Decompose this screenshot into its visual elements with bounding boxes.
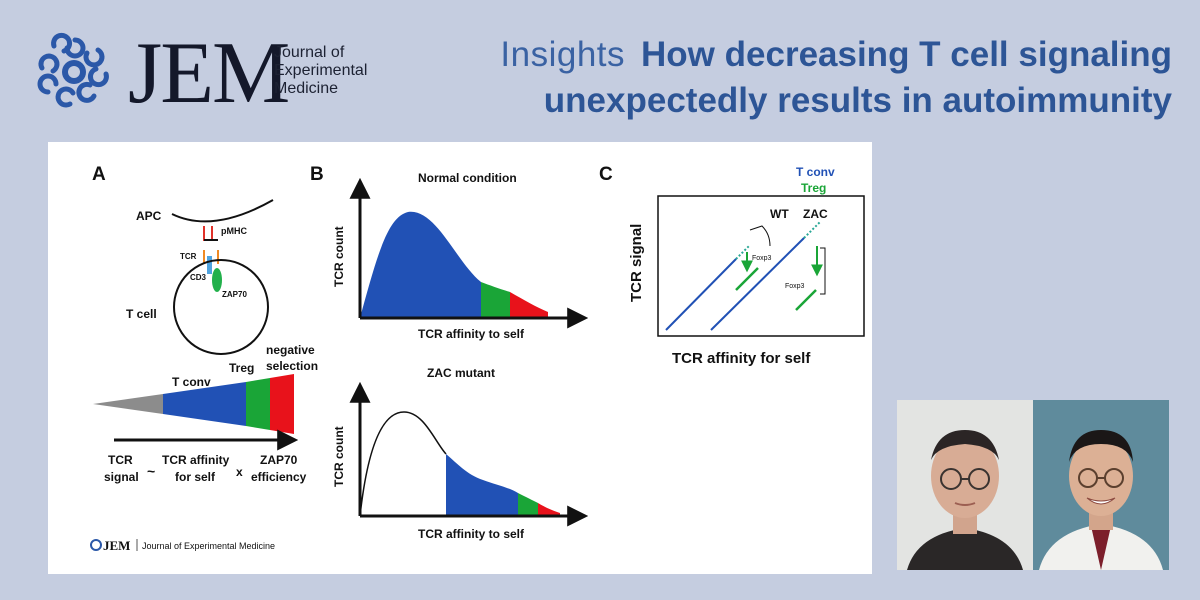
cd3-shape	[207, 256, 212, 274]
affinity-line1: TCR affinity	[162, 453, 230, 467]
zac-label: ZAC	[803, 207, 828, 221]
zac-curve-green	[518, 493, 538, 516]
author-portrait-2	[1033, 400, 1169, 570]
wt-foxp3-label: Foxp3	[752, 255, 772, 262]
zac-tconv-dotted	[803, 221, 821, 239]
footer-journal: Journal of Experimental Medicine	[142, 541, 275, 551]
zac-ylabel: TCR count	[332, 426, 346, 487]
panel-c: C T conv Treg WT ZAC Foxp3 Foxp3 TCR sig…	[599, 164, 865, 367]
wt-tconv-dotted	[735, 244, 751, 260]
panel-c-letter: C	[599, 164, 613, 185]
author-photo-2	[1033, 400, 1169, 570]
negative-selection-line2: selection	[266, 359, 318, 373]
panel-c-frame	[657, 195, 865, 337]
normal-curve-green	[481, 282, 510, 318]
pmhc-label: pMHC	[221, 226, 247, 236]
affinity-line2: for self	[175, 470, 216, 484]
figure-graphic: A APC pMHC TCR CD3 ZAP70 T cell T conv T…	[90, 164, 865, 553]
normal-title: Normal condition	[418, 171, 517, 185]
wedge-blue	[163, 382, 246, 426]
figure-footer: JEM Journal of Experimental Medicine	[90, 538, 275, 553]
panel-b-letter: B	[310, 164, 324, 185]
zap70-label: ZAP70	[222, 290, 247, 299]
zac-bracket	[820, 247, 826, 295]
journal-name-line2: Experimental	[274, 62, 368, 79]
journal-name: Journal of Experimental Medicine	[274, 44, 367, 98]
figure: A APC pMHC TCR CD3 ZAP70 T cell T conv T…	[48, 142, 872, 574]
wt-label: WT	[770, 207, 789, 221]
legend-treg: Treg	[801, 181, 826, 195]
panel-b: B Normal condition TCR count TCR affinit…	[310, 164, 589, 541]
panel-a: A APC pMHC TCR CD3 ZAP70 T cell T conv T…	[92, 164, 318, 484]
headline-line1: How decreasing T cell signaling	[641, 35, 1172, 74]
zac-curve-blue	[446, 454, 518, 516]
journal-name-line3: Medicine	[274, 80, 339, 97]
author-photo-1	[897, 400, 1033, 570]
normal-curve-red	[510, 292, 548, 318]
tconv-label: T conv	[172, 375, 211, 389]
section-label: Insights	[500, 35, 626, 74]
zac-curve-red	[538, 503, 560, 516]
panel-c-xlabel: TCR affinity for self	[672, 350, 811, 367]
jem-wordmark: JEM	[128, 25, 290, 122]
zap-efficiency-line2: efficiency	[251, 470, 307, 484]
zac-treg-line	[795, 289, 817, 311]
times-sign: x	[236, 465, 243, 479]
wt-bracket	[749, 225, 771, 247]
headline-line2: unexpectedly results in autoimmunity	[543, 81, 1172, 120]
tcell-circle	[173, 259, 269, 355]
wedge-green	[246, 378, 270, 430]
apc-label: APC	[136, 209, 162, 223]
tcr-shape	[203, 250, 219, 264]
journal-name-line1: Journal of	[274, 44, 345, 61]
zac-foxp3-label: Foxp3	[785, 283, 805, 290]
zac-xlabel: TCR affinity to self	[418, 527, 525, 541]
wt-tconv-line	[665, 258, 737, 331]
cd3-label: CD3	[190, 273, 207, 282]
footer-emblem-icon	[90, 539, 102, 551]
article-title: Insights How decreasing T cell signaling …	[412, 32, 1172, 124]
negative-selection-line1: negative	[266, 343, 315, 357]
zap70-shape	[212, 268, 222, 292]
tcell-label: T cell	[126, 307, 157, 321]
footer-jem: JEM	[103, 538, 130, 553]
zap-efficiency-line1: ZAP70	[260, 453, 298, 467]
tcr-label: TCR	[180, 252, 197, 261]
jem-emblem-icon	[37, 32, 109, 108]
author-photos	[897, 400, 1169, 570]
panel-c-ylabel: TCR signal	[628, 224, 645, 302]
wedge-red	[270, 374, 294, 434]
tcr-signal-line1: TCR	[108, 453, 133, 467]
zac-title: ZAC mutant	[427, 366, 495, 380]
zac-tconv-line	[710, 237, 805, 331]
author-portrait-1	[897, 400, 1033, 570]
wedge-gray	[93, 394, 163, 414]
normal-xlabel: TCR affinity to self	[418, 327, 525, 341]
apc-membrane	[171, 199, 274, 223]
normal-ylabel: TCR count	[332, 226, 346, 287]
header: JEM Journal of Experimental Medicine Ins…	[0, 0, 1200, 130]
jem-logo[interactable]: JEM Journal of Experimental Medicine	[30, 28, 390, 118]
pmhc-shape	[203, 226, 213, 241]
legend-tconv: T conv	[796, 165, 835, 179]
treg-label: Treg	[229, 361, 254, 375]
tcr-signal-line2: signal	[104, 470, 139, 484]
normal-curve-blue	[360, 211, 481, 318]
zac-curve-white	[359, 411, 447, 517]
wt-treg-line	[735, 267, 759, 291]
panel-a-letter: A	[92, 164, 106, 185]
approx-sign: ~	[147, 463, 155, 479]
